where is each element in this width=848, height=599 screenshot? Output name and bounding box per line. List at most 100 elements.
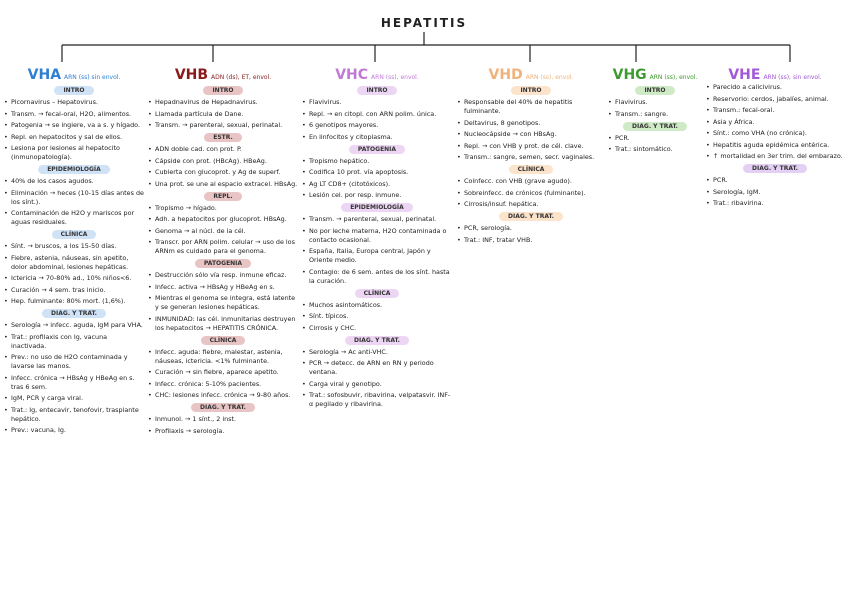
note-item: Sínt.: como VHA (no crónica). <box>706 129 844 138</box>
section-heading: DIAG. Y TRAT. <box>42 309 106 318</box>
virus-name: VHC <box>335 67 369 83</box>
tree-lines <box>61 32 791 62</box>
note-item: Cirrosis y CHC. <box>302 324 452 333</box>
column-header: VHC ARN (ss), envol. <box>302 64 452 83</box>
note-item: 40% de los casos agudos. <box>4 177 144 186</box>
column-header: VHE ARN (ss), sin envol. <box>706 64 844 83</box>
note-item: No por leche materna, H2O contaminada o … <box>302 227 452 245</box>
note-item: Flavivirus. <box>608 98 702 107</box>
section-heading: INTRO <box>54 86 94 95</box>
note-item: PCR. <box>706 176 844 185</box>
section-heading: INTRO <box>511 86 551 95</box>
note-item: Contaminación de H2O y mariscos por agua… <box>4 209 144 227</box>
note-item: Picornavirus – Hepatovirus. <box>4 98 144 107</box>
note-item: Trat.: profilaxis con Ig, vacuna inactiv… <box>4 333 144 351</box>
note-item: Serología → infecc. aguda, IgM para VHA. <box>4 321 144 330</box>
note-item: Contagio: de 6 sem. antes de los sínt. h… <box>302 268 452 286</box>
section-heading: ESTR. <box>204 133 242 142</box>
column-header: VHG ARN (ss), envol. <box>608 64 702 83</box>
note-item: Asia y África. <box>706 118 844 127</box>
section-heading: INTRO <box>357 86 397 95</box>
note-item: Profilaxis → serología. <box>148 427 298 436</box>
item-list: Flavivirus. Repl. → en citopl. con ARN po… <box>302 98 452 142</box>
item-list: Muchos asintomáticos. Sínt. típicos. Cirro… <box>302 301 452 333</box>
note-item: ADN doble cad. con prot. P. <box>148 145 298 154</box>
note-item: Parecido a calicivirus. <box>706 83 844 92</box>
section-heading: CLÍNICA <box>51 230 97 239</box>
virus-subtitle: ADN (ds), ET, envol. <box>211 74 272 81</box>
note-item: Trat.: sintomático. <box>608 145 702 154</box>
note-item: Ictericia → 70-80% ad., 10% niños<6. <box>4 274 144 283</box>
note-item: Trat.: INF, tratar VHB. <box>457 236 605 245</box>
section-heading: PATOGENIA <box>194 259 252 268</box>
item-list: Parecido a calicivirus. Reservorio: cerdo… <box>706 83 844 161</box>
note-item: Genoma → al núcl. de la cél. <box>148 227 298 236</box>
section-heading: PATOGENIA <box>348 144 406 154</box>
item-list: Flavivirus. Transm.: sangre. <box>608 98 702 119</box>
title: HEPATITIS <box>380 16 468 30</box>
item-list: PCR. Trat.: sintomático. <box>608 134 702 155</box>
note-item: Transm.: sangre, semen, secr. vaginales. <box>457 153 605 162</box>
note-item: Sínt. → bruscos, a los 15-50 días. <box>4 242 144 251</box>
item-list: Infecc. aguda: fiebre, malestar, astenia… <box>148 348 298 401</box>
note-item: 6 genotipos mayores. <box>302 121 452 130</box>
note-item: Una prot. se une al espacio extracel. HB… <box>148 180 298 189</box>
virus-subtitle: ARN (ss), envol. <box>649 74 698 81</box>
virus-subtitle: ARN (ss) sin envol. <box>64 74 121 81</box>
note-item: Coinfecc. con VHB (grave agudo). <box>457 177 605 186</box>
note-item: Serología → Ac anti-VHC. <box>302 348 452 357</box>
note-item: Tropismo → hígado. <box>148 204 298 213</box>
note-item: En linfocitos y citoplasma. <box>302 133 452 142</box>
note-item: España, Italia, Europa central, Japón y … <box>302 247 452 265</box>
note-item: Responsable del 40% de hepatitis fulmina… <box>457 98 605 116</box>
note-item: Nucleocápside → con HBsAg. <box>457 130 605 139</box>
note-item: Trat.: Ig, entecavir, tenofovir, traspla… <box>4 406 144 424</box>
section-heading: CLÍNICA <box>508 165 554 174</box>
note-item: Prev.: no uso de H2O contaminada y lavar… <box>4 353 144 371</box>
note-item: Cápside con prot. (HBcAg). HBeAg. <box>148 157 298 166</box>
item-list: ADN doble cad. con prot. P. Cápside con p… <box>148 145 298 189</box>
section-heading: INTRO <box>203 86 243 95</box>
note-item: Carga viral y genotipo. <box>302 380 452 389</box>
note-item: Prev.: vacuna, Ig. <box>4 426 144 435</box>
note-item: Mientras el genoma se integra, está late… <box>148 294 298 312</box>
section-heading: DIAG. Y TRAT. <box>345 335 409 345</box>
note-item: PCR, serología. <box>457 224 605 233</box>
note-item: Patogenia → se ingiere, va a s. y hígado… <box>4 121 144 130</box>
item-list: 40% de los casos agudos. Eliminación → he… <box>4 177 144 227</box>
virus-name: VHE <box>728 67 761 83</box>
section-heading: DIAG. Y TRAT. <box>499 212 563 221</box>
item-list: Hepadnavirus de Hepadnavirus. Llamada par… <box>148 98 298 130</box>
note-item: Trat.: ribavirina. <box>706 199 844 208</box>
note-item: Flavivirus. <box>302 98 452 107</box>
column-header: VHA ARN (ss) sin envol. <box>4 64 144 83</box>
note-item: Lesión cel. por resp. inmune. <box>302 191 452 200</box>
virus-subtitle: ARN (ss), envol. <box>525 74 574 81</box>
item-list: Picornavirus – Hepatovirus. Transm. → fec… <box>4 98 144 162</box>
note-item: Hep. fulminante: 80% mort. (1,6%). <box>4 297 144 306</box>
note-item: CHC: lesiones infecc. crónica → 9-80 año… <box>148 391 298 400</box>
note-item: ↑ mortalidad en 3er trim. del embarazo. <box>706 152 844 161</box>
section-heading: CLÍNICA <box>200 335 246 345</box>
note-item: Infecc. crónica: 5-10% pacientes. <box>148 380 298 389</box>
note-item: Sobreinfecc. de crónicos (fulminante). <box>457 189 605 198</box>
virus-name: VHG <box>612 67 647 83</box>
note-item: Lesiona por lesiones al hepatocito (inmu… <box>4 144 144 162</box>
column-header: VHD ARN (ss), envol. <box>457 64 605 83</box>
note-item: Transm. → parenteral, sexual, perinatal. <box>148 121 298 130</box>
note-item: Transm. → parenteral, sexual, perinatal. <box>302 215 452 224</box>
note-item: Repl. → en citopl. con ARN polim. única. <box>302 110 452 119</box>
note-item: INMUNIDAD: las cél. inmunitarias destruy… <box>148 315 298 333</box>
note-item: Deltavirus, 8 genotipos. <box>457 119 605 128</box>
note-item: Curación → sin fiebre, aparece apetito. <box>148 368 298 377</box>
item-list: Destrucción sólo vía resp. inmune eficaz… <box>148 271 298 333</box>
note-item: Tropismo hepático. <box>302 157 452 166</box>
item-list: Sínt. → bruscos, a los 15-50 días. Fiebre… <box>4 242 144 306</box>
section-heading: EPIDEMIOLOGÍA <box>341 203 413 212</box>
note-item: IgM, PCR y carga viral. <box>4 394 144 403</box>
